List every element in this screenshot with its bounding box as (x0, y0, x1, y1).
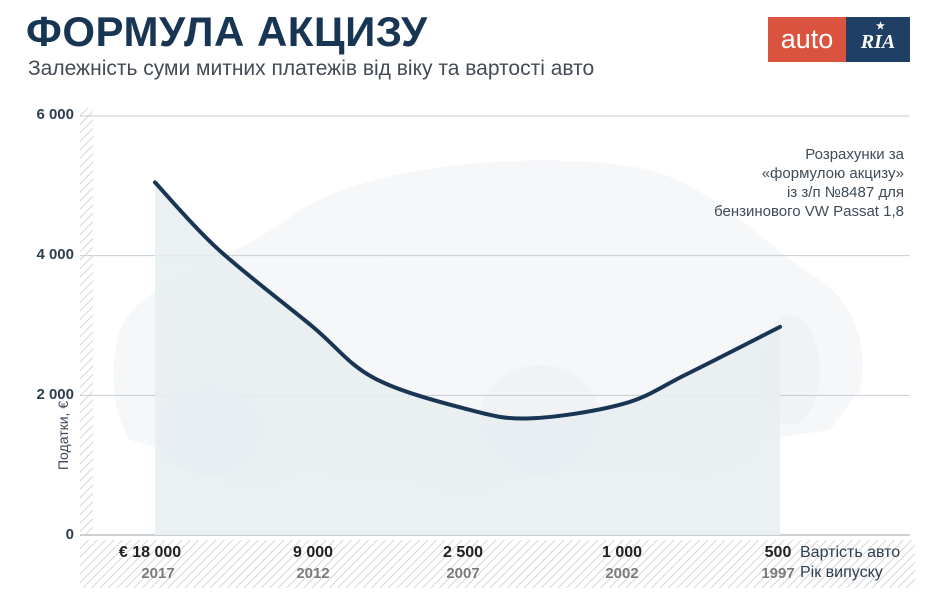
x-axis-band (80, 540, 915, 588)
logo-ria-part: RIA (846, 17, 910, 62)
autoria-logo[interactable]: auto RIA (768, 17, 910, 62)
x-axis-year-title: Рік випуску (800, 564, 883, 581)
x-price-label: € 18 000 (118, 544, 182, 561)
x-year-label: 2002 (605, 565, 639, 582)
y-tick-label: 4 000 (36, 246, 74, 263)
area-fill (155, 182, 780, 535)
x-year-label: 1997 (761, 565, 795, 582)
x-year-label: 2007 (446, 565, 480, 582)
page-subtitle: Залежність суми митних платежів від віку… (28, 57, 595, 80)
y-axis-label: Податки, € (55, 400, 71, 470)
y-tick-label: 2 000 (36, 386, 74, 403)
x-price-label: 500 (764, 544, 792, 561)
y-tick-label: 6 000 (36, 106, 74, 123)
x-price-label: 1 000 (601, 544, 643, 561)
x-year-label: 2017 (141, 565, 175, 582)
series-line (153, 180, 782, 421)
x-axis-price-title: Вартість авто (800, 544, 901, 561)
y-axis-band (80, 108, 93, 535)
page-title: ФОРМУЛА АКЦИЗУ (26, 8, 428, 55)
x-year-label: 2012 (296, 565, 330, 582)
x-price-label: 2 500 (442, 544, 484, 561)
logo-auto-part: auto (768, 17, 846, 62)
y-tick-label: 0 (65, 526, 74, 543)
x-price-label: 9 000 (292, 544, 334, 561)
calculation-note: Розрахунки за «формулою акцизу» із з/п №… (714, 146, 904, 220)
